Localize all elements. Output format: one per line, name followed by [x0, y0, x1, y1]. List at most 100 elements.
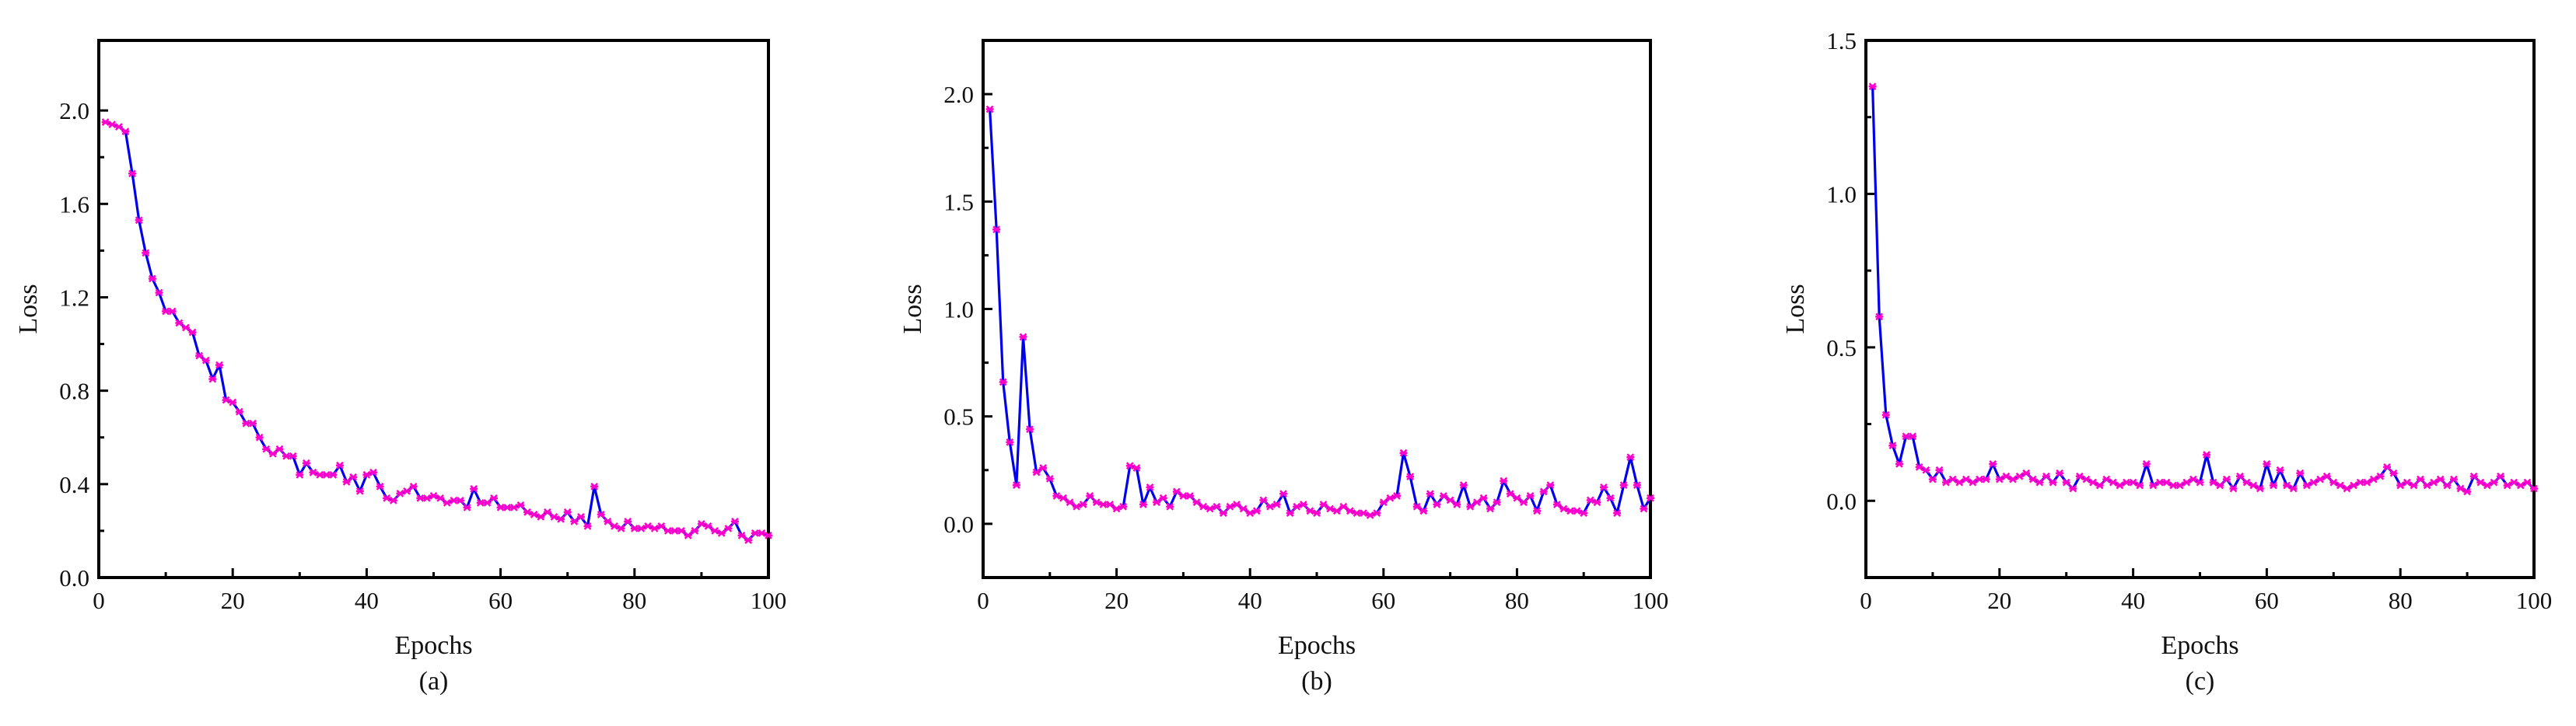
data-point: [389, 496, 397, 504]
data-point: [162, 307, 170, 316]
data-point: [1213, 502, 1221, 511]
data-point: [376, 482, 384, 490]
data-point: [242, 419, 250, 428]
data-point: [617, 525, 625, 532]
data-point: [1868, 82, 1877, 91]
data-point: [342, 477, 351, 486]
data-point: [2416, 475, 2424, 483]
data-point: [1106, 501, 1115, 508]
data-point: [2035, 478, 2044, 487]
data-point: [2329, 478, 2338, 487]
data-point: [2022, 469, 2031, 477]
data-point: [1233, 501, 1241, 508]
data-point: [1146, 483, 1154, 491]
data-point: [730, 518, 739, 525]
data-point: [262, 445, 271, 453]
data-point: [235, 407, 243, 416]
data-point: [201, 356, 210, 365]
data-point: [2356, 478, 2364, 487]
data-point: [1989, 460, 1997, 468]
data-point: [1139, 501, 1147, 508]
data-point: [1125, 462, 1134, 470]
data-point: [2322, 472, 2331, 480]
data-point: [999, 378, 1007, 386]
data-point: [1619, 481, 1628, 490]
y-axis-label: Loss: [898, 284, 927, 333]
data-point: [1647, 494, 1654, 502]
data-point: [2056, 469, 2064, 477]
data-point: [222, 396, 230, 404]
data-point: [663, 527, 672, 535]
data-point: [1399, 449, 1408, 457]
data-point: [697, 520, 705, 528]
data-point: [2249, 481, 2258, 490]
x-tick-label: 20: [1104, 587, 1129, 614]
data-point: [1346, 507, 1354, 515]
data-point: [383, 494, 391, 502]
data-point: [2149, 481, 2158, 490]
data-point: [1092, 498, 1101, 507]
data-point: [704, 522, 712, 530]
data-point: [2062, 478, 2070, 487]
data-point: [2350, 481, 2358, 490]
y-tick-label: 2.0: [59, 97, 89, 124]
data-point: [1279, 490, 1288, 498]
data-point: [1259, 496, 1268, 504]
data-point: [537, 513, 545, 521]
data-point: [657, 522, 666, 530]
data-point: [476, 498, 485, 507]
data-point: [744, 536, 753, 544]
data-point: [436, 494, 445, 502]
data-point: [1059, 494, 1067, 502]
data-point: [1948, 475, 1957, 483]
data-point: [2116, 481, 2124, 490]
data-point: [2476, 478, 2485, 487]
data-point: [229, 398, 237, 407]
data-point: [523, 508, 532, 516]
data-point: [309, 468, 317, 476]
data-point: [2095, 481, 2104, 490]
data-point: [1045, 474, 1054, 483]
plot-frame: [1864, 39, 2536, 579]
data-point: [188, 328, 197, 337]
data-point: [1955, 478, 1964, 487]
data-point: [644, 522, 653, 530]
y-axis-label: Loss: [1781, 284, 1810, 333]
y-tick-label: 0.5: [943, 403, 974, 431]
data-point: [1265, 502, 1274, 511]
data-point: [2042, 472, 2050, 480]
data-point: [2296, 469, 2305, 477]
data-point: [2436, 475, 2445, 483]
data-point: [1433, 501, 1441, 508]
data-point: [2216, 481, 2224, 490]
data-point: [570, 518, 579, 525]
data-point: [1386, 494, 1395, 502]
x-tick-label: 80: [2389, 587, 2413, 614]
x-tick-label: 40: [2121, 587, 2145, 614]
x-tick-label: 80: [622, 587, 646, 614]
data-point: [2102, 475, 2111, 483]
data-point: [2363, 478, 2371, 487]
data-point: [2403, 478, 2411, 487]
data-point: [2082, 475, 2091, 483]
data-point: [1902, 432, 1910, 441]
data-point: [322, 470, 331, 479]
data-point: [282, 452, 291, 460]
data-point: [1159, 494, 1167, 502]
data-point: [1206, 504, 1214, 513]
y-tick-label: 1.2: [59, 284, 89, 311]
data-point: [758, 529, 766, 537]
data-point: [409, 482, 418, 490]
data-point: [1306, 507, 1314, 515]
data-point: [215, 361, 223, 369]
x-tick-label: 20: [221, 587, 245, 614]
data-point: [1366, 511, 1374, 519]
data-point: [1982, 475, 1990, 483]
data-point: [114, 123, 123, 131]
data-point: [1573, 507, 1581, 515]
data-point: [1599, 483, 1608, 491]
data-point: [1039, 464, 1048, 472]
data-point: [1153, 498, 1161, 507]
series-line: [989, 109, 1652, 517]
data-point: [1026, 425, 1034, 434]
